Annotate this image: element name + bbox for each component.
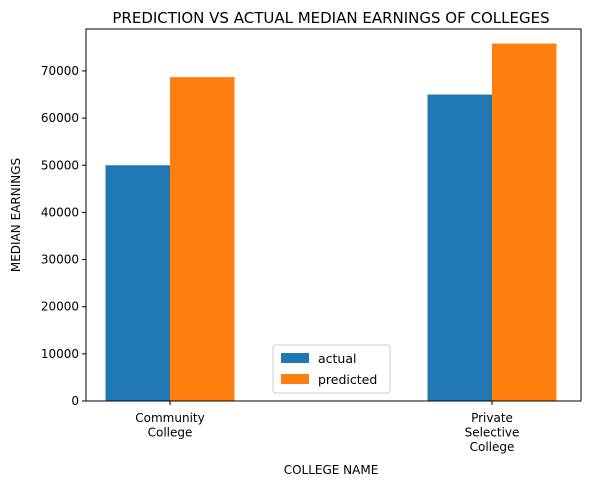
y-tick-label: 30000 [41, 253, 79, 267]
x-tick-label-line: College [470, 440, 515, 454]
x-tick-label-line: Private [471, 411, 513, 425]
y-tick-label: 20000 [41, 300, 79, 314]
legend: actual predicted [272, 344, 391, 394]
bar-predicted-1 [170, 77, 235, 402]
y-tick-label: 60000 [41, 111, 79, 125]
x-tick-label-line: Selective [465, 426, 520, 440]
y-axis: 0 10000 20000 30000 40000 50000 60000 70000 [41, 64, 86, 408]
y-tick-label: 40000 [41, 205, 79, 219]
bar-actual-2 [427, 94, 492, 401]
legend-swatch-predicted [281, 374, 309, 384]
y-tick-label: 0 [71, 394, 79, 408]
y-tick-label: 70000 [41, 64, 79, 78]
y-tick-label: 10000 [41, 347, 79, 361]
y-tick-label: 50000 [41, 158, 79, 172]
x-tick-label: Community College [135, 411, 204, 440]
chart-title: PREDICTION VS ACTUAL MEDIAN EARNINGS OF … [112, 9, 549, 27]
x-tick-label-line: College [148, 426, 193, 440]
bars-group [105, 43, 557, 402]
x-axis-label: COLLEGE NAME [284, 463, 379, 477]
plot-area-frame [85, 28, 582, 402]
y-axis-label: MEDIAN EARNINGS [9, 158, 23, 272]
legend-label-predicted: predicted [318, 372, 377, 387]
x-tick-label: Private Selective College [465, 411, 520, 454]
bar-actual-1 [105, 165, 170, 401]
legend-swatch-actual [281, 353, 309, 363]
bar-predicted-2 [492, 43, 557, 402]
legend-label-actual: actual [318, 351, 357, 366]
x-tick-label-line: Community [135, 411, 204, 425]
